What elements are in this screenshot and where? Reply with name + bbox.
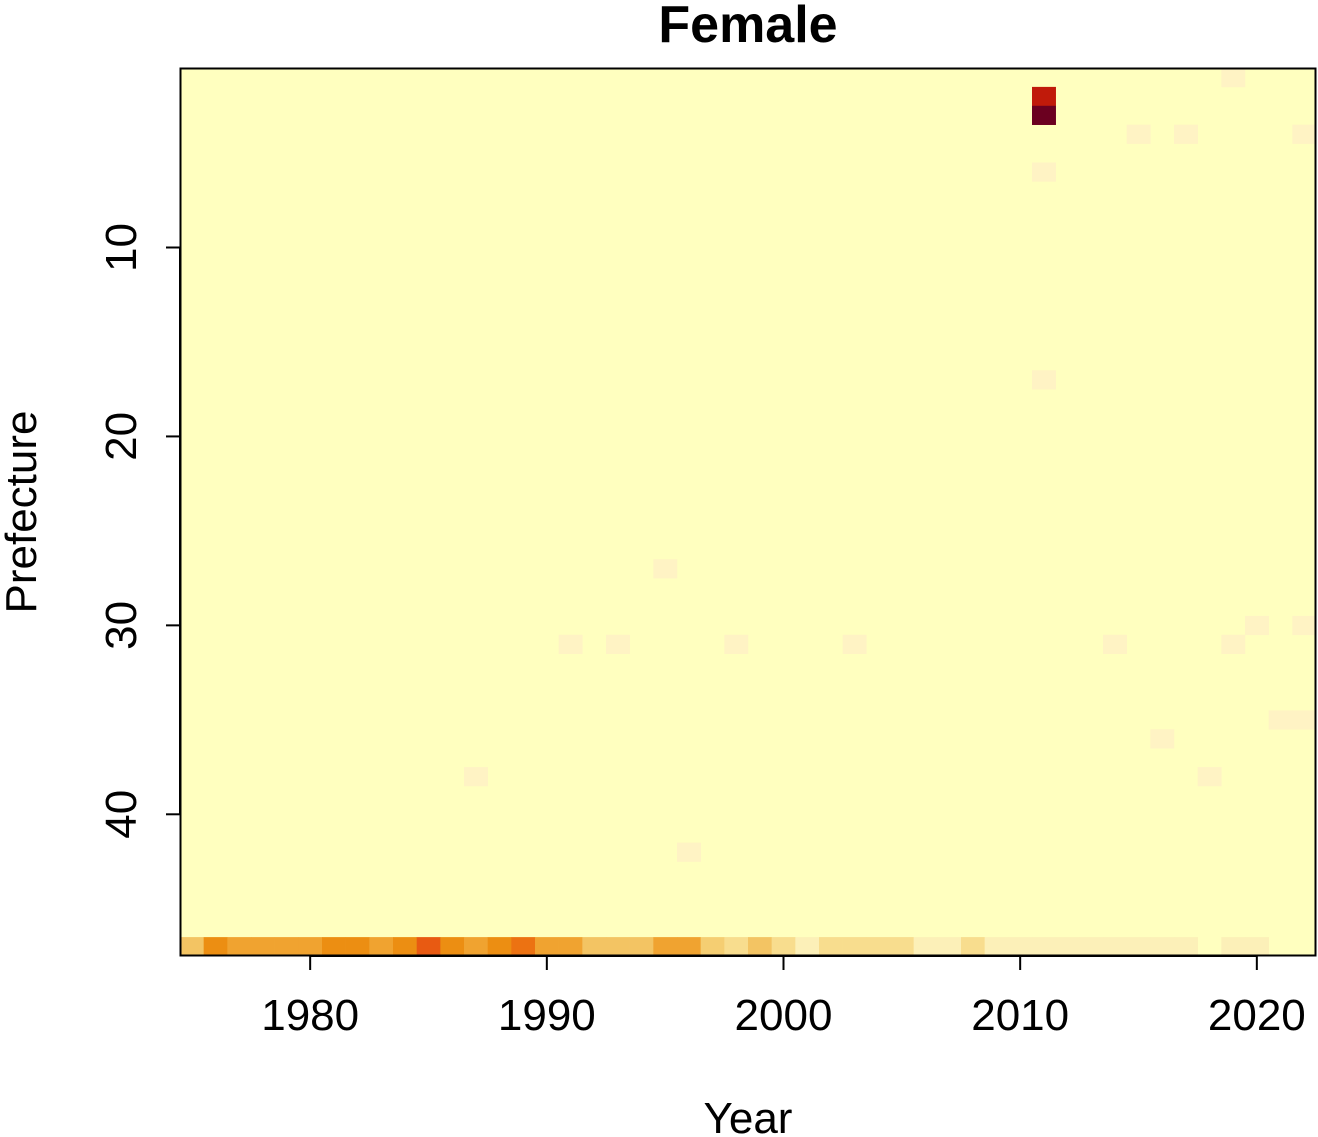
heatmap-cell — [416, 937, 441, 957]
heatmap-cell — [771, 937, 796, 957]
heatmap-cell — [724, 634, 749, 655]
heatmap-cell — [653, 937, 678, 957]
x-axis-label: Year — [704, 1094, 793, 1137]
heatmap-cell — [677, 937, 701, 957]
heatmap-cell — [1032, 86, 1056, 107]
heatmap-cell — [1008, 937, 1033, 957]
heatmap-cell — [203, 937, 228, 957]
heatmap-cell — [1079, 937, 1104, 957]
heatmap-cell — [227, 937, 252, 957]
heatmap-background — [180, 68, 1316, 956]
heatmap-cell — [1032, 370, 1056, 390]
heatmap-cell — [1055, 937, 1080, 957]
heatmap-cell — [1126, 124, 1151, 144]
heatmap-cell — [345, 937, 370, 957]
y-axis-label: Prefecture — [0, 411, 46, 614]
heatmap-cell — [1032, 937, 1056, 957]
heatmap-cell — [842, 634, 867, 655]
x-tick-label: 1980 — [261, 991, 359, 1040]
x-tick-label: 1990 — [498, 991, 596, 1040]
heatmap-cell — [748, 937, 772, 957]
x-tick-label: 2020 — [1208, 991, 1306, 1040]
y-tick-label: 20 — [97, 412, 146, 461]
heatmap-cell — [629, 937, 654, 957]
heatmap-cell — [653, 559, 678, 579]
y-tick-label: 30 — [97, 601, 146, 650]
heatmap-cell — [369, 937, 394, 957]
heatmap-cell — [795, 937, 820, 957]
y-tick-label: 40 — [97, 790, 146, 839]
heatmap-cell — [700, 937, 725, 957]
heatmap-cell — [535, 937, 559, 957]
heatmap-cell — [1150, 937, 1175, 957]
y-axis: 10 20 30 40 — [97, 223, 181, 839]
heatmap-cells — [180, 68, 1317, 957]
heatmap-cell — [558, 634, 583, 655]
heatmap-cell — [1292, 710, 1317, 730]
x-axis: 1980 1990 2000 2010 2020 — [261, 955, 1306, 1040]
x-tick-label: 2000 — [735, 991, 833, 1040]
heatmap-cell — [1174, 937, 1198, 957]
heatmap-cell — [298, 937, 323, 957]
heatmap-cell — [1268, 710, 1293, 730]
heatmap-cell — [937, 937, 962, 957]
heatmap-cell — [1103, 937, 1127, 957]
heatmap-cell — [1103, 634, 1127, 655]
heatmap-cell — [961, 937, 985, 957]
heatmap-cell — [819, 937, 843, 957]
heatmap-cell — [913, 937, 938, 957]
heatmap-cell — [606, 937, 630, 957]
heatmap-cell — [558, 937, 583, 957]
heatmap-cell — [487, 937, 512, 957]
heatmap-cell — [393, 937, 417, 957]
heatmap-cell — [1126, 937, 1151, 957]
heatmap-cell — [582, 937, 607, 957]
chart-title: Female — [658, 0, 837, 54]
heatmap-cell — [984, 937, 1009, 957]
heatmap-cell — [842, 937, 867, 957]
heatmap-cell — [890, 937, 914, 957]
heatmap-cell — [1221, 68, 1246, 88]
heatmap-cell — [464, 767, 488, 787]
heatmap-cell — [274, 937, 299, 957]
heatmap-cell — [1150, 729, 1175, 749]
heatmap-cell — [1221, 937, 1246, 957]
heatmap-cell — [1032, 162, 1056, 182]
heatmap-cell — [1292, 124, 1317, 144]
heatmap-cell — [180, 937, 204, 957]
heatmap-cell — [511, 937, 536, 957]
heatmap-cell — [724, 937, 749, 957]
heatmap-cell — [1221, 634, 1246, 655]
heatmap-cell — [1245, 937, 1269, 957]
heatmap-cell — [464, 937, 488, 957]
x-tick-label: 2010 — [971, 991, 1069, 1040]
heatmap-cell — [1292, 615, 1317, 636]
heatmap-cell — [1197, 767, 1222, 787]
heatmap-cell — [1032, 105, 1056, 125]
heatmap-cell — [606, 634, 630, 655]
heatmap-cell — [251, 937, 275, 957]
heatmap-cell — [440, 937, 465, 957]
heatmap-cell — [677, 842, 701, 862]
heatmap-cell — [866, 937, 891, 957]
y-tick-label: 10 — [97, 223, 146, 272]
heatmap-cell — [1174, 124, 1198, 144]
heatmap-cell — [1245, 615, 1269, 636]
heatmap-cell — [322, 937, 346, 957]
